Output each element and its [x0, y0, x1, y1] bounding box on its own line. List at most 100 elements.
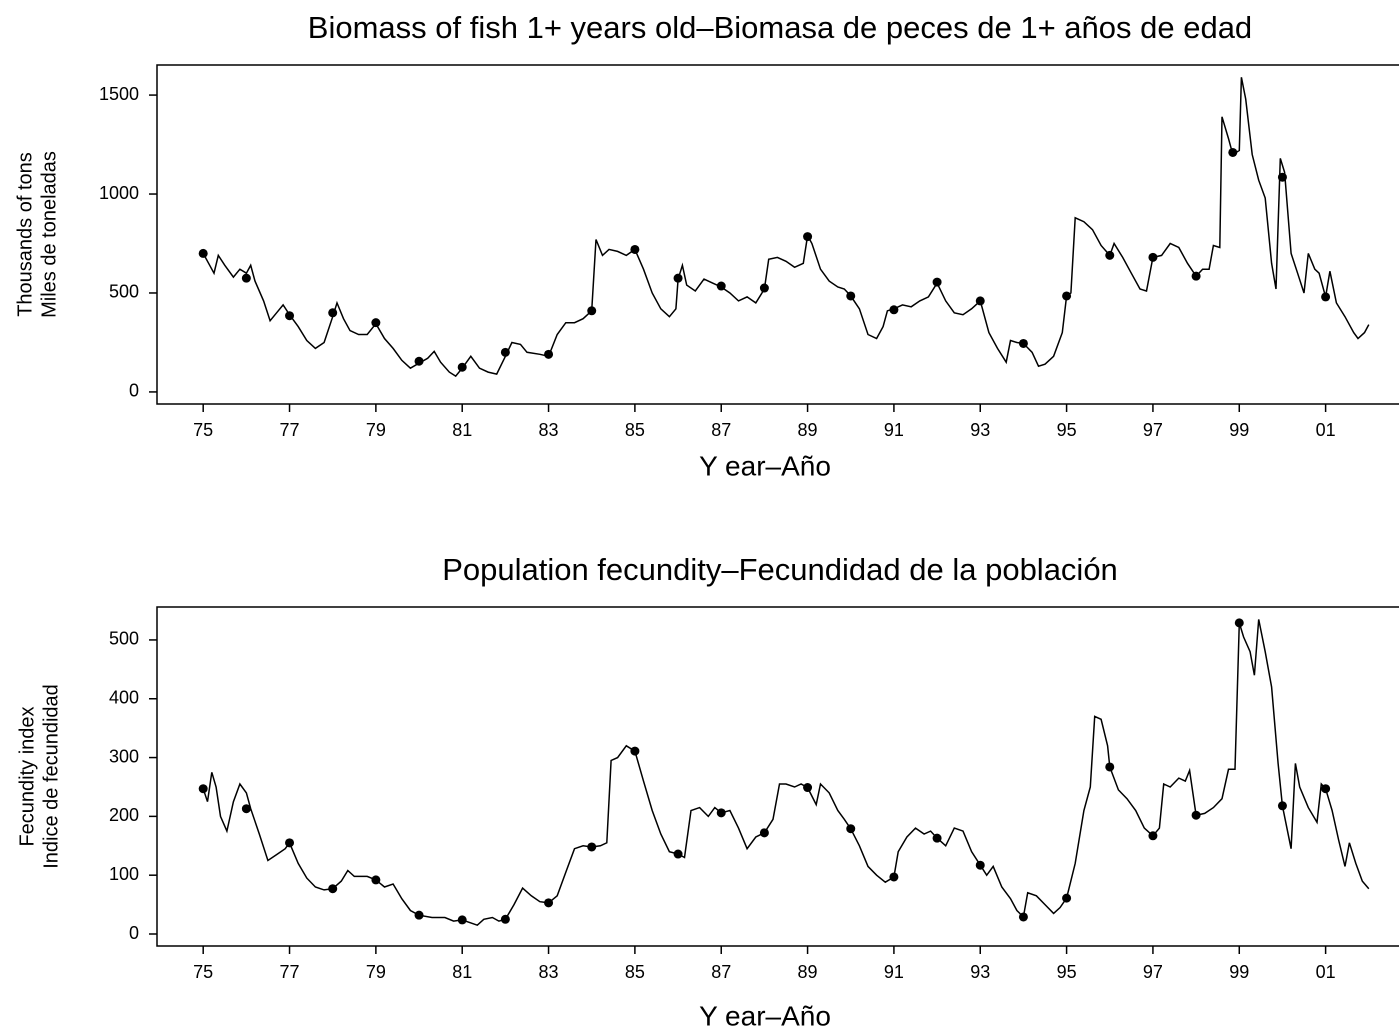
chart-title: Population fecundity–Fecundidad de la po…	[442, 552, 1118, 587]
data-point	[759, 828, 769, 838]
data-point	[414, 356, 424, 366]
data-point	[673, 849, 683, 859]
y-axis-label: Indice de fecundidad	[40, 684, 62, 869]
data-point	[241, 273, 251, 283]
data-point	[544, 349, 554, 359]
data-point	[500, 347, 510, 357]
data-point	[1018, 338, 1028, 348]
x-tick-label: 83	[539, 420, 559, 440]
data-point	[630, 244, 640, 254]
plot-frame	[156, 64, 1399, 405]
y-tick-label: 100	[109, 864, 139, 884]
data-point	[1228, 147, 1238, 157]
data-point	[1234, 618, 1244, 628]
x-tick-label: 91	[884, 962, 904, 982]
y-tick-label: 500	[109, 282, 139, 302]
data-point	[846, 824, 856, 834]
data-point	[587, 306, 597, 316]
x-tick-label: 87	[711, 962, 731, 982]
data-point	[1105, 762, 1115, 772]
x-tick-label: 95	[1057, 420, 1077, 440]
data-point	[241, 804, 251, 814]
y-axis-label: Thousands of tons	[14, 152, 36, 317]
data-point	[1321, 292, 1331, 302]
data-point	[544, 898, 554, 908]
data-point	[198, 248, 208, 258]
x-tick-label: 81	[452, 420, 472, 440]
data-point	[1062, 893, 1072, 903]
x-tick-label: 79	[366, 420, 386, 440]
data-point	[198, 784, 208, 794]
x-tick-label: 89	[798, 420, 818, 440]
y-tick-label: 0	[129, 923, 139, 943]
data-point	[1277, 172, 1287, 182]
data-point	[587, 842, 597, 852]
x-tick-label: 77	[280, 962, 300, 982]
data-point	[975, 296, 985, 306]
data-point	[371, 875, 381, 885]
data-point	[328, 884, 338, 894]
data-point	[759, 283, 769, 293]
data-point	[500, 914, 510, 924]
data-point	[803, 232, 813, 242]
x-tick-label: 83	[539, 962, 559, 982]
x-tick-label: 99	[1229, 962, 1249, 982]
data-point	[1062, 291, 1072, 301]
x-tick-label: 95	[1057, 962, 1077, 982]
data-point	[1277, 801, 1287, 811]
plot-frame	[156, 606, 1399, 947]
y-axis-label: Miles de toneladas	[38, 151, 60, 318]
data-point	[932, 277, 942, 287]
data-point	[328, 308, 338, 318]
x-tick-label: 89	[798, 962, 818, 982]
x-tick-label: 93	[970, 420, 990, 440]
y-tick-label: 400	[109, 687, 139, 707]
data-point	[932, 833, 942, 843]
x-tick-label: 77	[280, 420, 300, 440]
x-tick-label: 85	[625, 420, 645, 440]
x-axis-label: Y ear–Año	[699, 450, 831, 481]
data-point	[457, 362, 467, 372]
data-point	[1148, 831, 1158, 841]
x-tick-label: 97	[1143, 962, 1163, 982]
x-axis-label: Y ear–Año	[699, 1000, 831, 1031]
chart-title: Biomass of fish 1+ years old–Biomasa de …	[308, 10, 1252, 45]
x-tick-label: 75	[193, 420, 213, 440]
data-point	[803, 783, 813, 793]
data-point	[285, 838, 295, 848]
y-tick-label: 1000	[99, 183, 139, 203]
data-point	[1148, 252, 1158, 262]
data-point	[457, 915, 467, 925]
data-point	[1191, 810, 1201, 820]
y-tick-label: 0	[129, 381, 139, 401]
data-point	[716, 281, 726, 291]
x-tick-label: 85	[625, 962, 645, 982]
x-tick-label: 75	[193, 962, 213, 982]
data-point	[889, 305, 899, 315]
data-point	[1321, 784, 1331, 794]
x-tick-label: 87	[711, 420, 731, 440]
y-tick-label: 500	[109, 629, 139, 649]
data-point	[285, 311, 295, 321]
x-tick-label: 01	[1316, 962, 1336, 982]
data-point	[414, 910, 424, 920]
data-point	[889, 872, 899, 882]
data-point	[1105, 250, 1115, 260]
x-tick-label: 91	[884, 420, 904, 440]
x-tick-label: 97	[1143, 420, 1163, 440]
x-tick-label: 79	[366, 962, 386, 982]
data-line	[202, 619, 1370, 927]
data-point	[1191, 271, 1201, 281]
y-tick-label: 1500	[99, 84, 139, 104]
data-line	[202, 77, 1370, 378]
x-tick-label: 01	[1316, 420, 1336, 440]
x-tick-label: 93	[970, 962, 990, 982]
y-tick-label: 300	[109, 746, 139, 766]
data-point	[846, 291, 856, 301]
data-point	[673, 273, 683, 283]
y-tick-label: 200	[109, 805, 139, 825]
x-tick-label: 99	[1229, 420, 1249, 440]
data-point	[371, 318, 381, 328]
